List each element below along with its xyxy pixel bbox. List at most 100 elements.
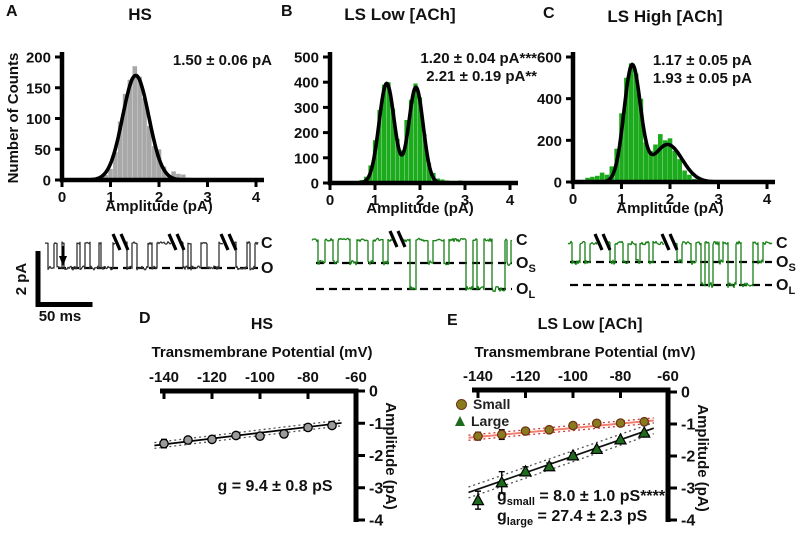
svg-text:-3: -3 [369,480,383,497]
svg-text:1: 1 [106,189,114,206]
annotation-ls-high-peak1: 1.17 ± 0.05 pA [652,52,752,69]
trace-a-open-label: O [261,260,274,277]
panel-letter-a: A [6,3,18,20]
annotation-ls-low-peaks: 1.20 ± 0.04 pA*** 2.21 ± 0.19 pA** [377,50,537,86]
svg-text:50: 50 [34,142,51,159]
svg-text:-4: -4 [681,513,695,530]
svg-text:100: 100 [294,150,319,167]
svg-text:4: 4 [763,191,772,208]
svg-text:-60: -60 [345,369,367,386]
panel-e-title: LS Low [ACh] [537,316,643,333]
svg-text:600: 600 [537,50,562,67]
svg-text:-100: -100 [558,368,588,385]
annotation-conductance-small: gsmall = 8.0 ± 1.0 pS**** [497,488,666,508]
svg-text:400: 400 [537,91,562,108]
legend-label-large: Large [471,413,510,429]
scalebar-amplitude-label: 2 pA [13,262,30,296]
svg-text:4: 4 [252,189,261,206]
svg-text:100: 100 [26,111,51,128]
trace-b-open-large-label: OL [516,281,536,301]
svg-text:3: 3 [203,189,211,206]
svg-text:200: 200 [537,133,562,150]
annotation-ls-high-peaks: 1.17 ± 0.05 pA 1.93 ± 0.05 pA [592,52,752,88]
svg-text:200: 200 [294,125,319,142]
annotation-ls-low-peak1: 1.20 ± 0.04 pA*** [420,50,537,67]
svg-text:-120: -120 [510,368,540,385]
panel-letter-d: D [139,310,151,327]
panel-letter-c: C [543,5,555,22]
svg-text:300: 300 [294,100,319,117]
svg-text:0: 0 [569,191,577,208]
y-axis-label-amplitude-e: Amplitude (pA) [694,404,711,512]
svg-text:-80: -80 [610,368,632,385]
svg-text:-140: -140 [463,368,493,385]
svg-text:0: 0 [58,189,66,206]
x-axis-label-potential-d: Transmembrane Potential (mV) [151,344,373,361]
svg-text:4: 4 [506,192,515,209]
svg-text:0: 0 [326,192,334,209]
svg-text:3: 3 [461,192,469,209]
svg-text:0: 0 [681,385,690,402]
svg-text:2: 2 [155,189,163,206]
svg-text:-4: -4 [369,513,383,530]
svg-text:0: 0 [554,175,562,192]
svg-text:1: 1 [617,191,625,208]
x-axis-label-amplitude-b: Amplitude (pA) [366,200,474,217]
annotation-hs-peak: 1.50 ± 0.06 pA [172,52,272,69]
trace-b-closed-label: C [516,232,528,249]
legend-item-large: Large [455,413,509,429]
trace-a-closed-label: C [261,235,273,252]
x-axis-label-amplitude-a: Amplitude (pA) [105,198,213,215]
panel-a-title: HS [128,5,152,24]
annotation-conductance-large: glarge = 27.4 ± 2.3 pS [497,508,648,528]
legend-item-small: Small [456,396,510,412]
svg-text:-60: -60 [657,368,679,385]
panel-letter-e: E [447,312,458,329]
trace-c-open-large-label: OL [776,277,796,297]
svg-text:-2: -2 [369,448,383,465]
svg-text:2: 2 [666,191,674,208]
svg-text:3: 3 [714,191,722,208]
trace-c-open-small-label: OS [776,254,796,274]
scalebar-time-label: 50 ms [38,308,82,325]
svg-text:0: 0 [43,173,51,190]
svg-text:-3: -3 [681,481,695,498]
large-triangle-marker-icon [455,416,465,426]
svg-text:200: 200 [26,50,51,67]
svg-text:2: 2 [416,192,424,209]
svg-text:0: 0 [311,176,319,193]
svg-text:-2: -2 [681,449,695,466]
svg-text:0: 0 [369,384,378,401]
svg-text:-120: -120 [197,369,227,386]
y-axis-label-amplitude-d: Amplitude (pA) [382,402,399,510]
svg-text:400: 400 [294,75,319,92]
panel-d-title: HS [250,316,274,333]
svg-text:-80: -80 [297,369,319,386]
x-axis-label-amplitude-c: Amplitude (pA) [616,200,724,217]
svg-text:1: 1 [371,192,379,209]
svg-text:-1: -1 [681,417,695,434]
annotation-conductance-hs: g = 9.4 ± 0.8 pS [217,478,333,495]
svg-text:-1: -1 [369,416,383,433]
svg-text:150: 150 [26,80,51,97]
panel-c-title: LS High [ACh] [607,7,723,26]
svg-text:-140: -140 [149,369,179,386]
svg-text:500: 500 [294,50,319,67]
trace-c-closed-label: C [776,235,788,252]
small-circle-marker-icon [456,398,467,410]
panel-b-title: LS Low [ACh] [344,5,456,24]
annotation-ls-low-peak2: 2.21 ± 0.19 pA** [426,68,537,85]
legend-label-small: Small [473,396,511,412]
y-axis-label-counts: Number of Counts [5,52,22,184]
trace-b-open-small-label: OS [516,255,536,275]
panel-letter-b: B [281,3,293,20]
svg-text:-100: -100 [245,369,275,386]
x-axis-label-potential-e: Transmembrane Potential (mV) [474,344,696,361]
